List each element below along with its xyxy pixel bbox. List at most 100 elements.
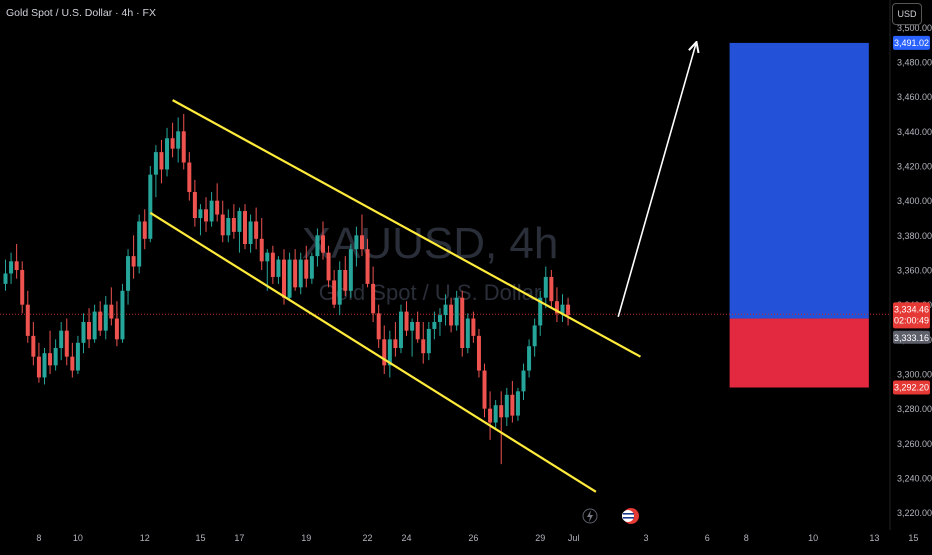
candle[interactable] bbox=[170, 122, 175, 158]
candle[interactable] bbox=[454, 290, 459, 331]
candle[interactable] bbox=[493, 400, 498, 430]
candle[interactable] bbox=[109, 287, 114, 326]
candle[interactable] bbox=[142, 209, 147, 250]
candle[interactable] bbox=[343, 256, 348, 296]
candle[interactable] bbox=[198, 204, 203, 236]
candle[interactable] bbox=[326, 245, 331, 288]
candle[interactable] bbox=[421, 322, 426, 364]
candle[interactable] bbox=[320, 221, 325, 260]
stop-zone[interactable] bbox=[729, 318, 869, 388]
candle[interactable] bbox=[36, 342, 41, 383]
candle[interactable] bbox=[59, 322, 64, 361]
candle[interactable] bbox=[521, 363, 526, 400]
candle[interactable] bbox=[3, 259, 8, 291]
currency-button[interactable]: USD bbox=[892, 3, 922, 25]
candle[interactable] bbox=[92, 304, 97, 343]
candle[interactable] bbox=[415, 311, 420, 343]
candle[interactable] bbox=[181, 114, 186, 170]
candle[interactable] bbox=[315, 228, 320, 267]
candle[interactable] bbox=[176, 117, 181, 163]
candle[interactable] bbox=[42, 348, 47, 385]
candle[interactable] bbox=[215, 183, 220, 222]
candle[interactable] bbox=[566, 297, 571, 326]
candle[interactable] bbox=[131, 235, 136, 279]
projection-arrow[interactable] bbox=[617, 43, 696, 318]
candle[interactable] bbox=[504, 387, 509, 426]
candle[interactable] bbox=[426, 322, 431, 361]
candle[interactable] bbox=[87, 308, 92, 348]
candle[interactable] bbox=[64, 318, 69, 366]
candle[interactable] bbox=[465, 313, 470, 354]
candle[interactable] bbox=[471, 311, 476, 343]
candle[interactable] bbox=[393, 322, 398, 357]
candle[interactable] bbox=[270, 245, 275, 284]
candle[interactable] bbox=[209, 192, 214, 227]
candle[interactable] bbox=[376, 304, 381, 348]
candle[interactable] bbox=[549, 270, 554, 309]
candle[interactable] bbox=[354, 226, 359, 267]
candle[interactable] bbox=[103, 296, 108, 340]
candle[interactable] bbox=[382, 325, 387, 374]
candle[interactable] bbox=[488, 391, 493, 440]
candle[interactable] bbox=[527, 339, 532, 378]
candle[interactable] bbox=[543, 266, 548, 309]
candle[interactable] bbox=[404, 301, 409, 336]
candle[interactable] bbox=[159, 140, 164, 184]
candle[interactable] bbox=[410, 318, 415, 357]
candle[interactable] bbox=[460, 290, 465, 357]
candle[interactable] bbox=[237, 207, 242, 253]
candle[interactable] bbox=[476, 328, 481, 378]
us-flag-event-icon[interactable] bbox=[622, 508, 639, 524]
candle[interactable] bbox=[510, 380, 515, 423]
candle[interactable] bbox=[114, 301, 119, 347]
candle[interactable] bbox=[304, 245, 309, 288]
candle[interactable] bbox=[437, 308, 442, 336]
candle[interactable] bbox=[137, 214, 142, 274]
candle[interactable] bbox=[31, 322, 36, 366]
candle[interactable] bbox=[276, 256, 281, 284]
candle[interactable] bbox=[187, 152, 192, 201]
candle[interactable] bbox=[387, 330, 392, 378]
candle[interactable] bbox=[231, 204, 236, 239]
candle[interactable] bbox=[348, 244, 353, 298]
candle[interactable] bbox=[248, 214, 253, 253]
candle[interactable] bbox=[243, 204, 248, 250]
candle[interactable] bbox=[371, 266, 376, 322]
candle[interactable] bbox=[148, 166, 153, 243]
candle[interactable] bbox=[70, 342, 75, 378]
candle[interactable] bbox=[309, 252, 314, 284]
candle[interactable] bbox=[75, 335, 80, 374]
candle[interactable] bbox=[20, 261, 25, 314]
candle[interactable] bbox=[81, 313, 86, 354]
candle[interactable] bbox=[153, 145, 158, 198]
lightning-icon[interactable] bbox=[582, 508, 598, 524]
candle[interactable] bbox=[443, 294, 448, 326]
candle[interactable] bbox=[25, 290, 30, 343]
candle[interactable] bbox=[359, 214, 364, 257]
candle[interactable] bbox=[204, 197, 209, 232]
candle[interactable] bbox=[126, 249, 131, 305]
candle[interactable] bbox=[265, 249, 270, 291]
candle[interactable] bbox=[226, 209, 231, 243]
candle[interactable] bbox=[287, 252, 292, 302]
channel-upper-line[interactable] bbox=[172, 99, 642, 358]
candle[interactable] bbox=[298, 252, 303, 295]
candle[interactable] bbox=[165, 127, 170, 177]
candle[interactable] bbox=[538, 290, 543, 336]
candle[interactable] bbox=[449, 297, 454, 333]
candle[interactable] bbox=[532, 318, 537, 357]
target-zone[interactable] bbox=[729, 42, 869, 319]
candle[interactable] bbox=[365, 238, 370, 288]
candle[interactable] bbox=[53, 339, 58, 371]
candle[interactable] bbox=[220, 200, 225, 243]
channel-lower-line[interactable] bbox=[149, 211, 597, 493]
candle[interactable] bbox=[259, 218, 264, 270]
candle[interactable] bbox=[120, 283, 125, 343]
candle[interactable] bbox=[254, 207, 259, 250]
candle[interactable] bbox=[432, 311, 437, 340]
candle[interactable] bbox=[9, 252, 14, 284]
candle[interactable] bbox=[482, 363, 487, 418]
candle[interactable] bbox=[560, 294, 565, 322]
candle[interactable] bbox=[515, 387, 520, 421]
